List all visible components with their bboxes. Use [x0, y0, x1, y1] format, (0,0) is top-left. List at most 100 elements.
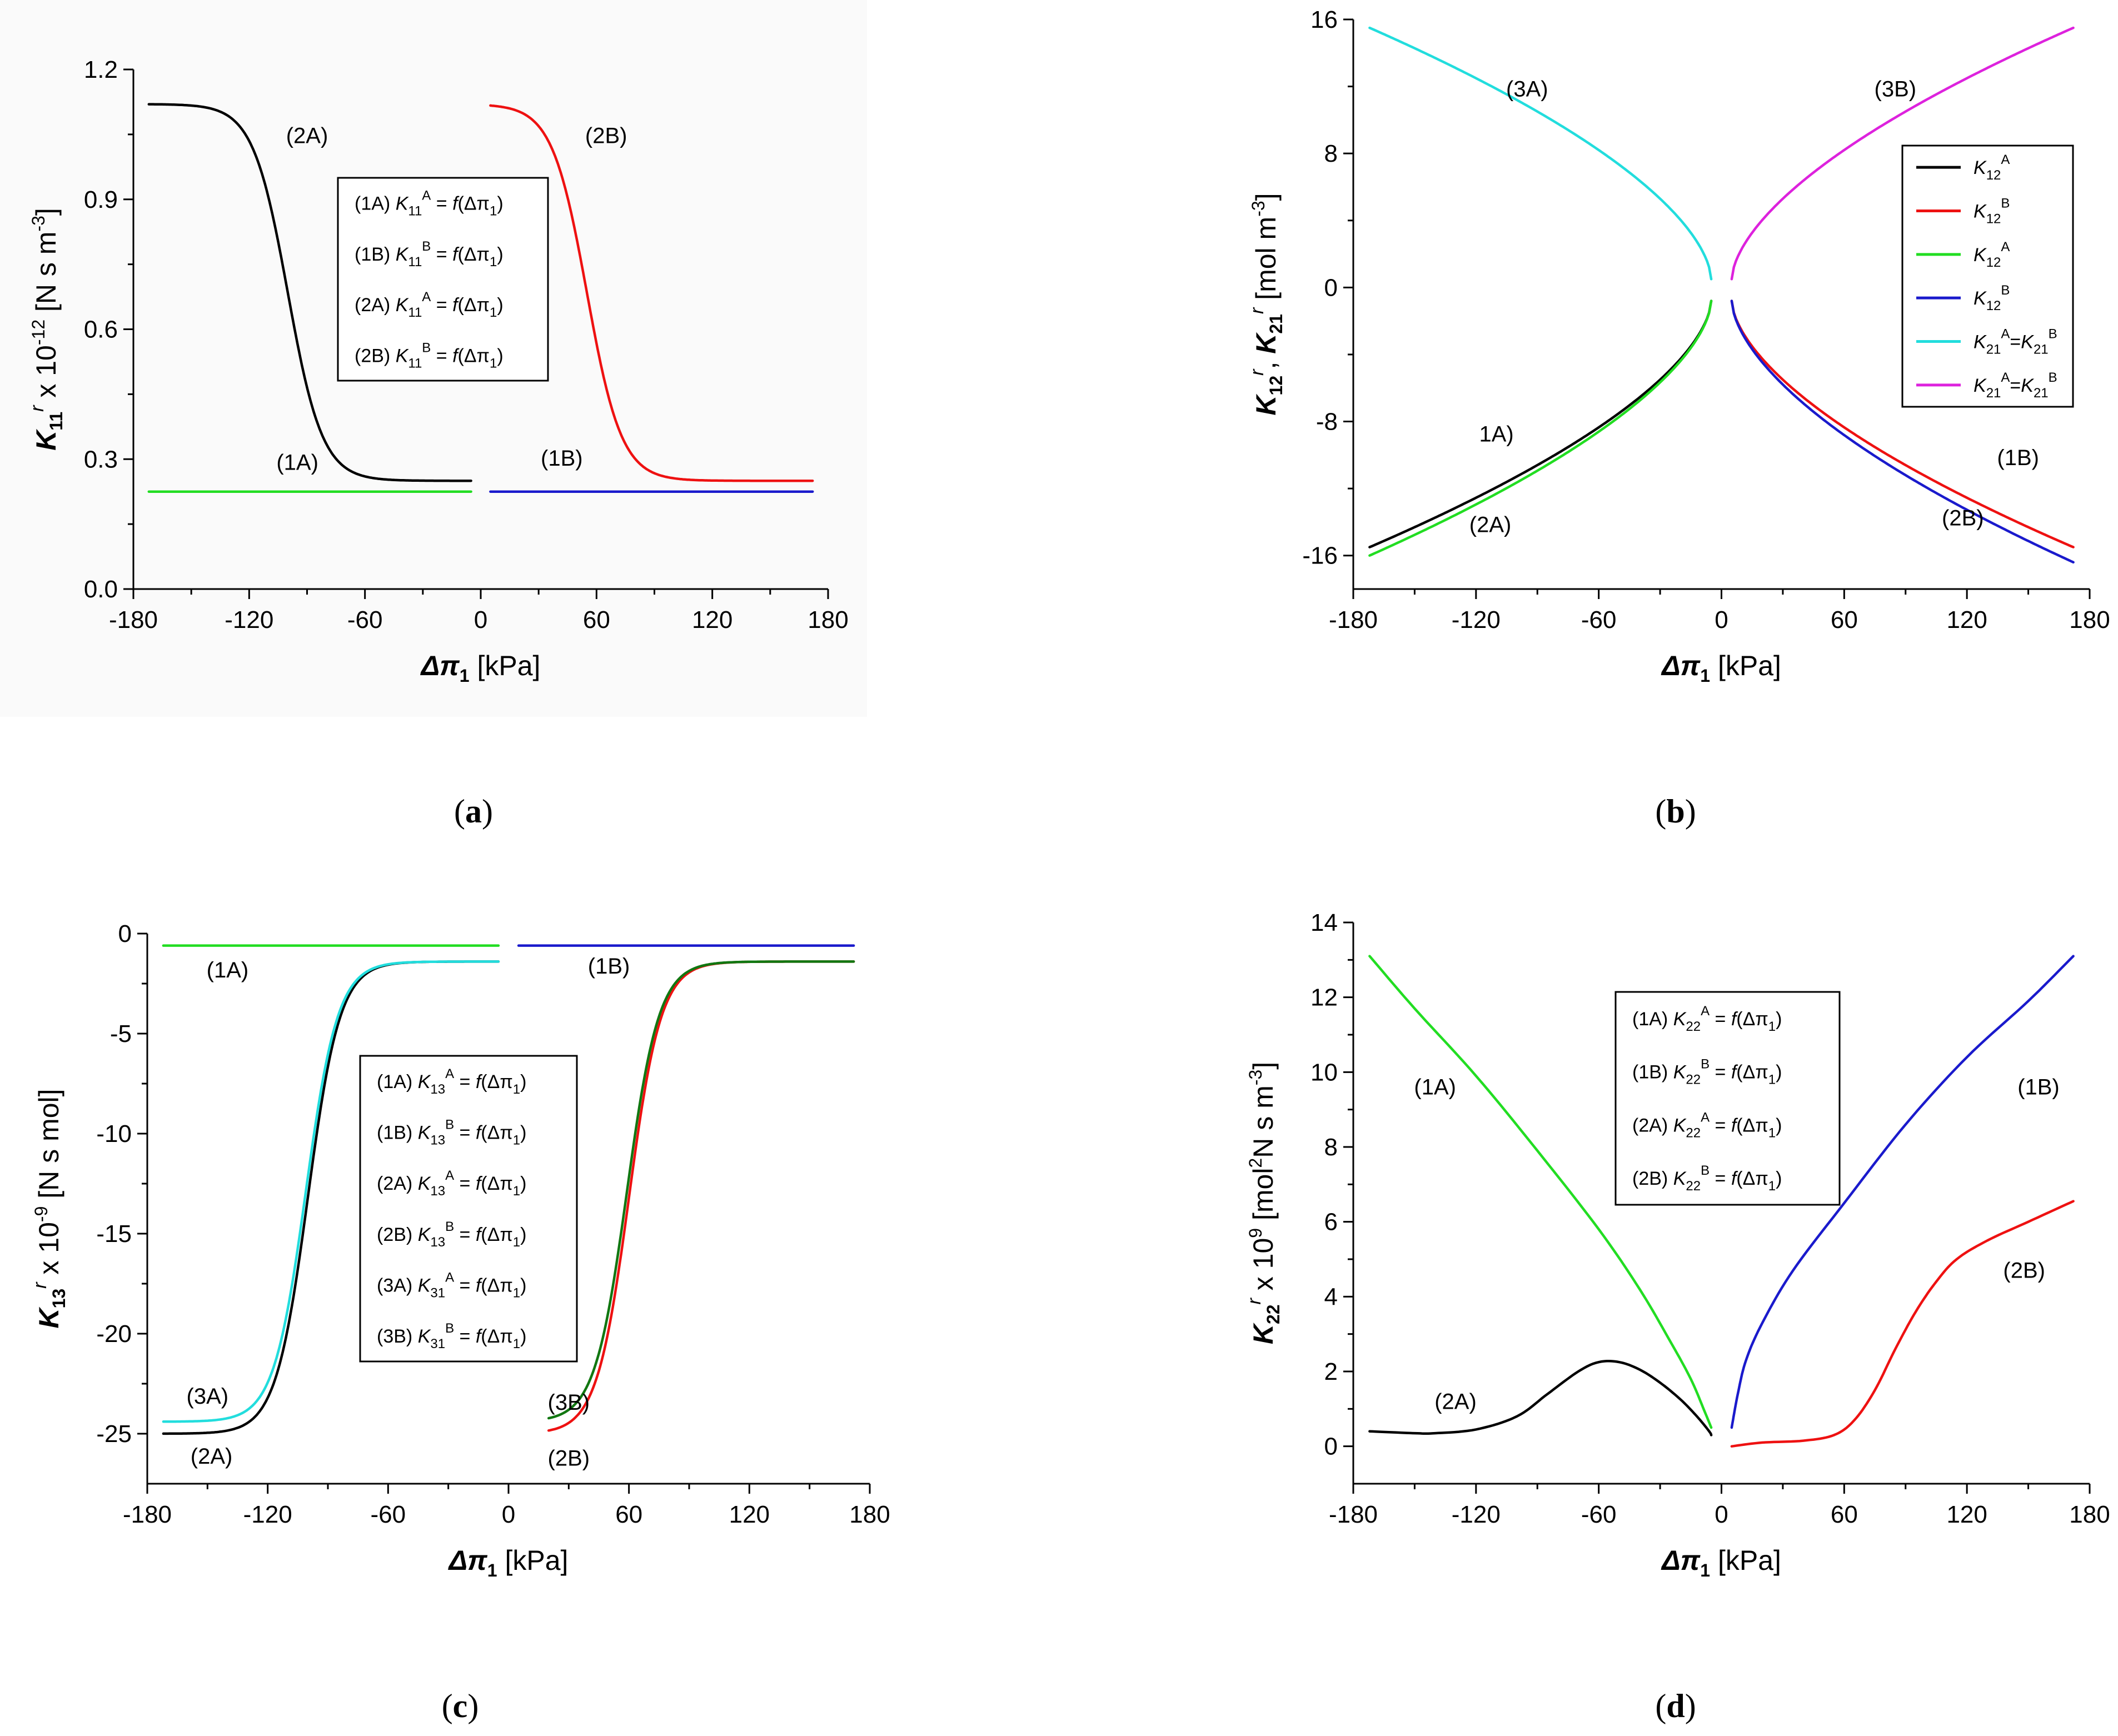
y-tick-label: -5: [110, 1020, 132, 1047]
x-tick-label: -60: [1581, 606, 1617, 633]
x-tick-label: 120: [692, 606, 732, 633]
x-tick-label: 180: [808, 606, 848, 633]
curve-annotation: (3A): [1506, 77, 1548, 102]
series-line-4: [1368, 26, 1713, 281]
chart-panel-c: -180 -120 -60 0 60 120 180 -25 -20 -15 -10 -5 0 (1A) (…: [29, 920, 890, 1724]
x-tick-label: 120: [1946, 1501, 1987, 1528]
series-line-5: [547, 960, 855, 1420]
series-line-0: [1368, 955, 1713, 1429]
panel-caption: (a): [454, 793, 493, 830]
x-tick-label: -120: [1452, 1501, 1501, 1528]
x-tick-label: 0: [1715, 1501, 1728, 1528]
x-tick-label: -120: [243, 1501, 292, 1528]
curve-annotation: (2B): [585, 123, 627, 148]
x-tick-label: 60: [1831, 1501, 1858, 1528]
series-line-5: [1730, 26, 2075, 281]
legend-entry: K21A=K21B​: [1974, 327, 2057, 357]
y-tick-label: 8: [1324, 140, 1338, 167]
x-tick-label: -60: [371, 1501, 406, 1528]
legend-entry: (1B) K11B = f(Δπ1): [355, 239, 504, 270]
x-tick-label: -180: [1329, 606, 1378, 633]
curve-annotation: 1A): [1479, 422, 1514, 447]
panel-caption: (c): [442, 1688, 479, 1724]
curve-annotation: (1B): [2017, 1075, 2060, 1100]
x-tick-label: 60: [583, 606, 610, 633]
y-tick-label: 10: [1310, 1059, 1338, 1086]
legend-entry: (2A) K13A = f(Δπ1): [377, 1168, 526, 1199]
curve-annotation: (2B): [1942, 506, 1984, 530]
series-line-3: [162, 960, 500, 1423]
y-tick-label: 8: [1324, 1134, 1338, 1161]
y-tick-label: 6: [1324, 1209, 1338, 1236]
y-tick-label: 0.9: [84, 186, 118, 213]
legend-entry: (2A) K11A = f(Δπ1): [355, 290, 504, 320]
x-tick-label: 60: [1831, 606, 1858, 633]
x-tick-label: 0: [474, 606, 487, 633]
legend-entry: K12A: [1974, 240, 2010, 270]
curve-annotation: (1A): [1414, 1075, 1456, 1100]
x-tick-label: 120: [729, 1501, 770, 1528]
legend-entry: (1A) K22A = f(Δπ1): [1632, 1004, 1782, 1034]
y-axis-label: K12r, K21r [mol m-3]: [1247, 193, 1286, 415]
curve-annotation: (1A): [276, 451, 318, 475]
curve-annotation: (1B): [1997, 446, 2039, 470]
legend-entry: (2B) K11B = f(Δπ1): [355, 340, 504, 371]
curve-annotation: (2A): [1469, 513, 1512, 537]
curve-annotation: (3A): [187, 1384, 229, 1409]
series-line-3: [1730, 1200, 2075, 1448]
curve-annotation: (1B): [541, 446, 583, 471]
curve-annotation: (2B): [2003, 1259, 2045, 1283]
y-tick-label: 0: [1324, 274, 1338, 301]
curve-annotation: (2A): [191, 1444, 233, 1469]
legend: K12A K12B K12A K12B K21A=K21B​ K21A=K21B​: [1901, 144, 2074, 408]
legend-box: [1614, 991, 1841, 1206]
x-tick-label: -60: [1581, 1501, 1617, 1528]
legend-box: [359, 1055, 578, 1363]
x-tick-label: 180: [2069, 606, 2110, 633]
legend-entry: (2A) K22A = f(Δπ1): [1632, 1110, 1782, 1140]
x-axis-label: Δπ1 [kPa]: [1661, 650, 1781, 686]
panel-caption: (b): [1655, 793, 1696, 830]
y-tick-label: -15: [96, 1220, 132, 1248]
chart-panel-a: -180 -120 -60 0 60 120 180 0.0 0.3 0.6 0.9 1.2 (2A) (…: [0, 0, 867, 830]
legend-entry: K12B: [1974, 196, 2010, 227]
legend: (1A) K13A = f(Δπ1) (1B) K13B = f(Δπ1) (2A)…: [359, 1055, 578, 1363]
legend-box: [337, 177, 549, 382]
y-tick-label: 0: [1324, 1433, 1338, 1460]
legend-entry: (1B) K22B = f(Δπ1): [1632, 1057, 1782, 1088]
x-axis-label: Δπ1 [kPa]: [1661, 1545, 1781, 1580]
y-tick-label: -25: [96, 1420, 132, 1448]
y-tick-label: 0: [118, 920, 132, 947]
y-axis-label: K22r x 109 [mol2N s m-3]: [1244, 1062, 1283, 1344]
x-tick-label: 0: [1715, 606, 1728, 633]
x-tick-label: -180: [109, 606, 158, 633]
curve-annotation: (2B): [548, 1446, 590, 1471]
series-line-1: [1368, 1360, 1713, 1436]
legend-entry: K21A=K21B​: [1974, 370, 2057, 401]
y-tick-label: -20: [96, 1320, 132, 1348]
x-tick-label: -180: [1329, 1501, 1378, 1528]
x-tick-label: 60: [615, 1501, 642, 1528]
legend-entry: (1B) K13B = f(Δπ1): [377, 1118, 526, 1148]
series-line-1: [1730, 300, 2075, 548]
legend-box: [1901, 144, 2074, 408]
x-tick-label: -60: [347, 606, 383, 633]
chart-panel-d: -180 -120 -60 0 60 120 180 0 2 4 6 8 10 12 14 (1A) (2A) (…: [1244, 909, 2110, 1724]
y-axis-label: K13r x 10-9 [N s mol]: [29, 1089, 69, 1328]
y-tick-label: 0.6: [84, 316, 118, 343]
y-tick-label: 4: [1324, 1283, 1338, 1310]
x-tick-label: 180: [2069, 1501, 2110, 1528]
x-tick-label: 120: [1946, 606, 1987, 633]
panel-caption: (d): [1655, 1688, 1696, 1724]
y-tick-label: 12: [1310, 984, 1338, 1011]
y-tick-label: 0.3: [84, 446, 118, 473]
legend-entry: K12B: [1974, 283, 2010, 313]
series-line-2: [1730, 955, 2075, 1429]
legend: (1A) K11A = f(Δπ1) (1B) K11B = f(Δπ1) (2A)…: [337, 177, 549, 382]
series-line-4: [547, 960, 855, 1432]
series-line-3: [1730, 300, 2075, 564]
x-axis-label: Δπ1 [kPa]: [448, 1545, 569, 1580]
curve-annotation: (2A): [1434, 1389, 1477, 1414]
x-tick-label: -120: [225, 606, 273, 633]
